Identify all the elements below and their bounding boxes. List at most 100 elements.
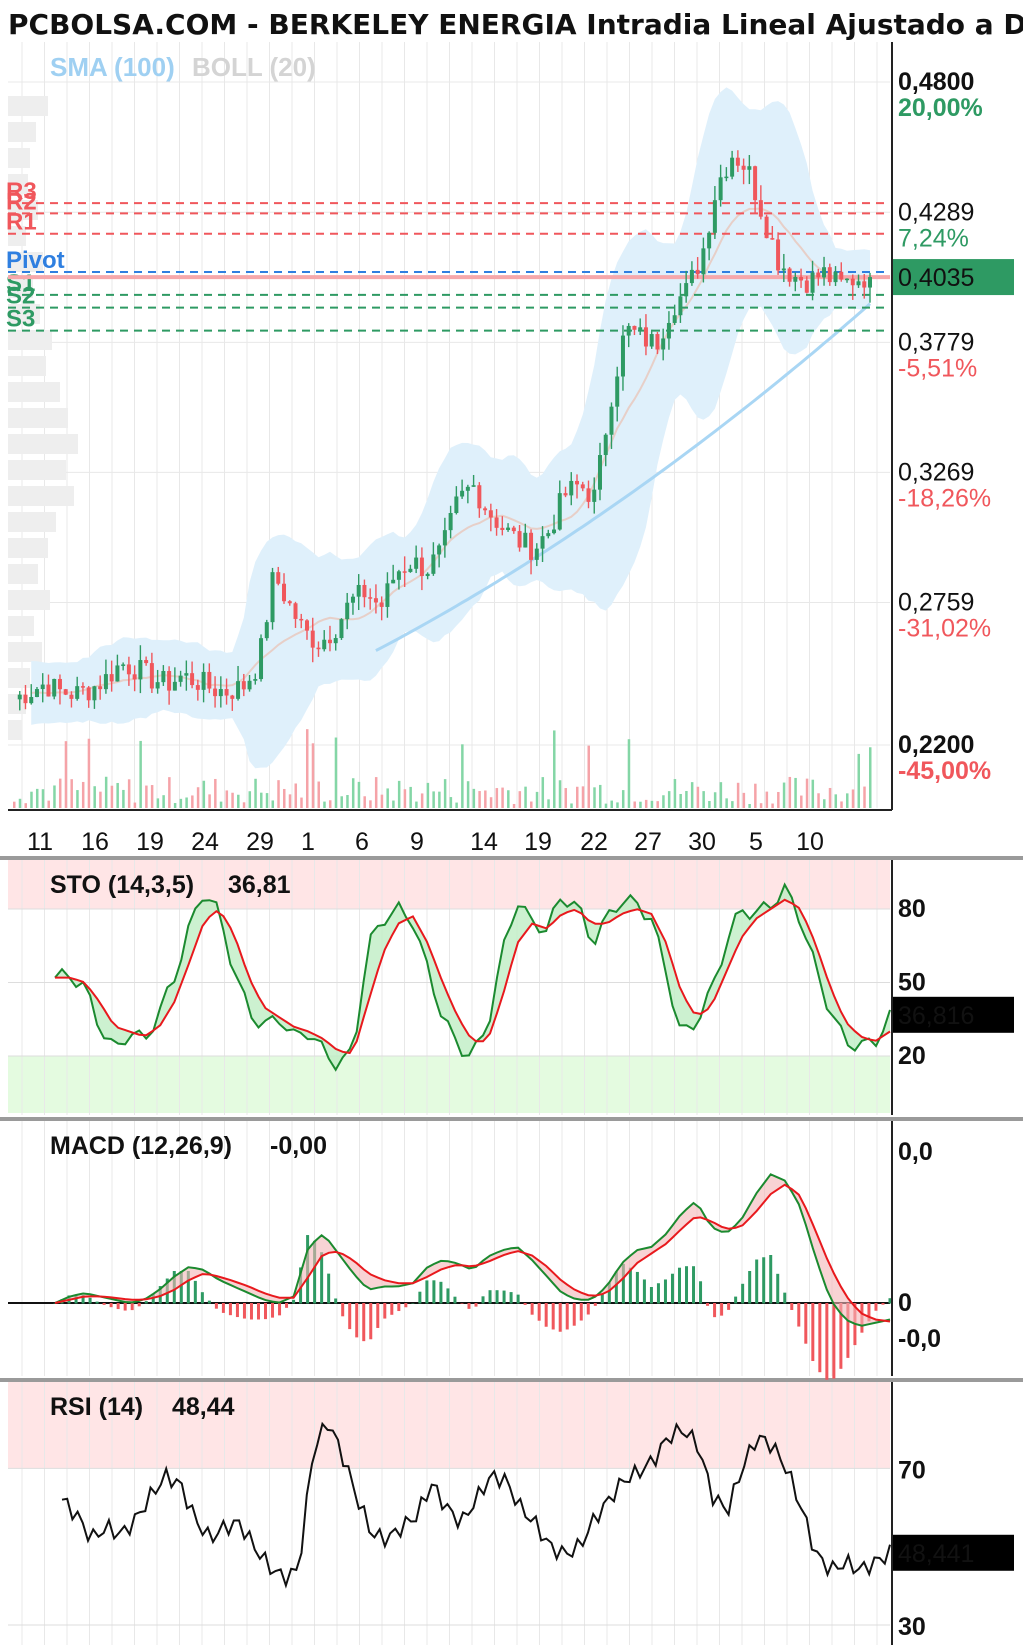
volume-profile-bar (8, 148, 30, 168)
candle-body (764, 216, 769, 239)
volume-profile-bar (8, 408, 68, 428)
volume-bar (518, 791, 522, 808)
volume-bar (489, 797, 493, 808)
candle-body (707, 232, 712, 249)
volume-bar (627, 739, 631, 808)
candle-body (282, 583, 287, 602)
macd-histogram-bar (783, 1292, 787, 1304)
candle-body (385, 583, 390, 607)
macd-histogram-bar (228, 1303, 232, 1316)
candle-body (442, 530, 447, 546)
volume-bar (685, 790, 688, 808)
candle-body (460, 490, 465, 497)
volume-bar (823, 799, 826, 808)
macd-histogram-bar (116, 1303, 120, 1310)
candle-body (540, 536, 545, 549)
candle-body (322, 639, 327, 650)
candle-body (34, 689, 39, 698)
boll-legend: BOLL (20) (192, 52, 316, 82)
candle-body (425, 573, 430, 577)
volume-bar (564, 788, 568, 808)
volume-bar (805, 778, 809, 808)
volume-profile-bar (8, 122, 36, 142)
macd-histogram-bar (460, 1303, 464, 1304)
volume-bar (587, 745, 590, 808)
volume-bar (374, 777, 378, 808)
macd-histogram-bar (123, 1303, 127, 1311)
candle-body (98, 686, 103, 690)
candle-body (483, 508, 488, 511)
volume-bar (650, 800, 654, 808)
volume-bar (328, 800, 332, 808)
volume-bar (179, 798, 183, 808)
volume-bar (403, 789, 407, 808)
candle-body (666, 322, 671, 339)
candle-body (149, 663, 154, 689)
macd-histogram-bar (881, 1303, 885, 1305)
volume-bar (351, 778, 355, 808)
volume-profile-bar (8, 590, 50, 610)
candle-body (776, 239, 781, 271)
macd-histogram-bar (376, 1303, 380, 1328)
candle-body (603, 434, 608, 456)
candle-body (712, 200, 717, 233)
volume-bar (478, 791, 481, 808)
volume-bar (501, 787, 504, 808)
macd-histogram-bar (692, 1266, 696, 1304)
candle-body (816, 272, 821, 278)
candle-body (741, 165, 746, 170)
candle-body (253, 679, 258, 681)
bollinger-band-area (31, 87, 870, 769)
macd-histogram-bar (839, 1303, 843, 1369)
price-tick-label: 0,2200 (898, 731, 974, 759)
volume-bar (317, 781, 320, 808)
date-tick-label: 10 (796, 828, 824, 856)
volume-bar (667, 791, 671, 808)
macd-histogram-bar (607, 1282, 611, 1304)
macd-histogram-bar (369, 1303, 373, 1340)
candle-body (172, 681, 177, 691)
sto-k-line (54, 882, 891, 1072)
candlesticks (17, 150, 872, 711)
volume-bar (168, 777, 171, 808)
sto-level-label: 20 (898, 1042, 926, 1070)
volume-profile-bar (8, 720, 22, 740)
volume-bar (644, 799, 648, 808)
candle-body (138, 660, 143, 680)
volume-bar (237, 794, 240, 808)
volume-bar (311, 743, 315, 808)
candle-body (46, 684, 51, 697)
candle-body (224, 689, 229, 696)
macd-histogram-bar (734, 1296, 738, 1304)
date-tick-label: 11 (27, 828, 53, 856)
volume-profile-bar (8, 460, 66, 480)
candle-body (753, 166, 758, 201)
volume-profile-bar (8, 486, 74, 506)
volume-bar (696, 786, 700, 808)
macd-histogram-bar (797, 1303, 801, 1327)
candle-body (327, 639, 332, 644)
volume-bar (99, 791, 102, 808)
macd-title: MACD (12,26,9) (50, 1132, 232, 1160)
sto-level-label: 50 (898, 969, 926, 997)
volume-bar (759, 803, 763, 808)
sto-panel: 80 50 20 36,816 STO (14,3,5) 36,81 (8, 860, 1014, 1115)
candle-body (23, 694, 28, 704)
sma-100-line (375, 302, 872, 652)
price-tick-label: 0,3779 (898, 328, 974, 356)
macd-histogram-bar (144, 1301, 148, 1304)
volume-bars (13, 729, 872, 808)
volume-bar (754, 783, 757, 808)
rsi-panel: 70 30 48,441 RSI (14) 48,44 (8, 1382, 1014, 1645)
candle-body (310, 630, 315, 648)
volume-bar (415, 801, 418, 808)
volume-bar (357, 781, 361, 808)
macd-histogram-bar (474, 1303, 478, 1307)
volume-bar (432, 791, 435, 808)
volume-profile-bar (8, 538, 48, 558)
volume-profile-bar (8, 278, 33, 298)
macd-histogram-bar (348, 1303, 352, 1330)
candle-body (40, 684, 45, 690)
macd-histogram-bar (516, 1294, 520, 1304)
